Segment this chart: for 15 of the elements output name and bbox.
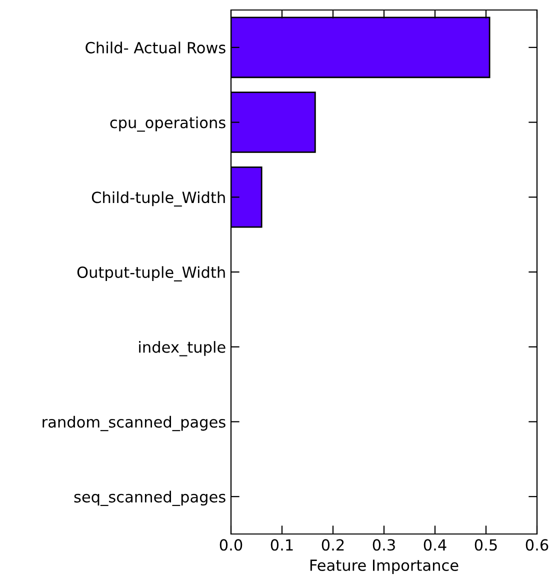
x-tick-label: 0.6 [526,539,548,551]
x-tick-label: 0.1 [270,539,293,551]
x-tick-label: 0.4 [424,539,446,551]
y-tick-label: cpu_operations [110,116,226,132]
x-tick-label: 0.3 [372,539,395,551]
x-tick-label: 0.5 [474,539,497,551]
y-tick-label: index_tuple [139,341,226,356]
x-axis-title: Feature Importance [310,560,458,574]
y-tick-label: random_scanned_pages [42,416,226,432]
y-tick-label: Output-tuple_Width [77,266,225,282]
y-tick-label: seq_scanned_pages [74,490,226,506]
y-tick-label: Child-tuple_Width [92,191,225,207]
x-tick-label: 0.2 [322,539,344,551]
y-tick-label: Child- Actual Rows [86,42,226,54]
x-tick-label: 0.0 [220,539,242,551]
